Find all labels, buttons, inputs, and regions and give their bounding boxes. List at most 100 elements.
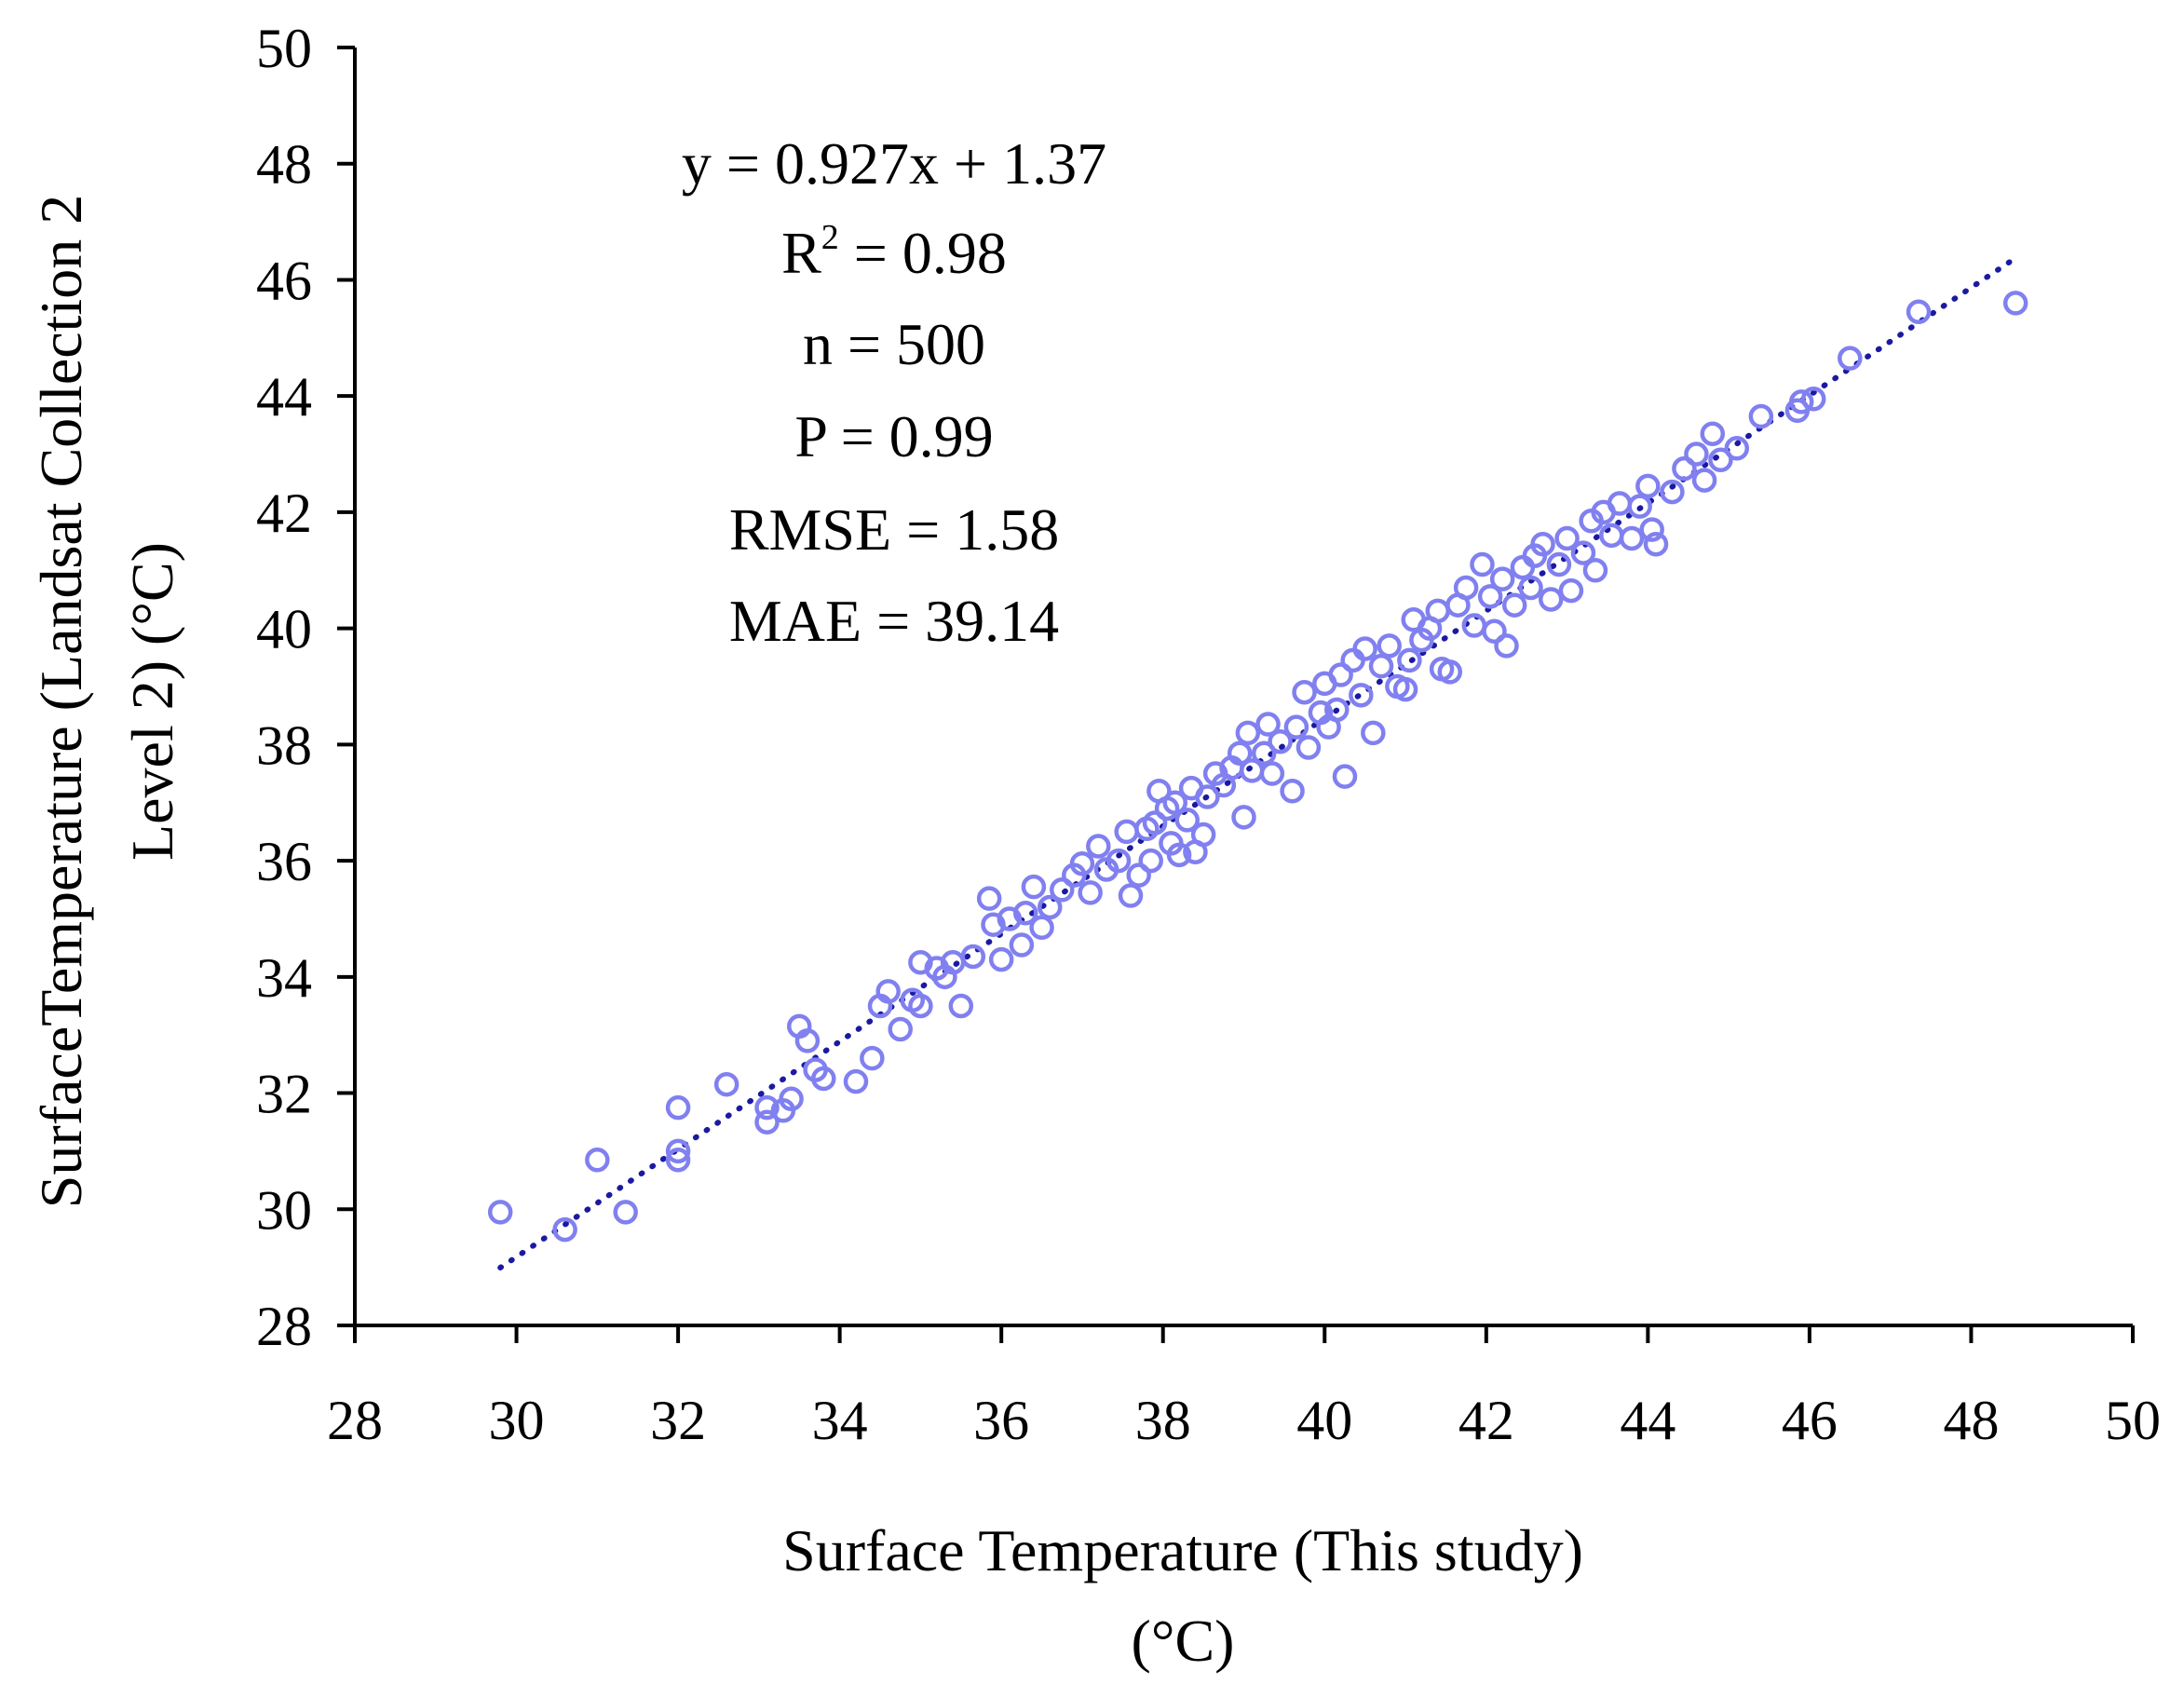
data-point bbox=[960, 944, 986, 970]
data-point bbox=[1255, 712, 1281, 737]
data-point bbox=[1392, 676, 1418, 702]
data-point bbox=[1166, 842, 1192, 868]
data-point bbox=[1660, 479, 1685, 505]
data-point bbox=[1295, 735, 1322, 760]
x-ticks: 28 30 32 34 36 38 40 42 44 46 48 50 bbox=[327, 1325, 2161, 1451]
data-point bbox=[888, 1016, 913, 1042]
y-ticks: 28 30 32 34 36 38 40 42 44 46 48 50 bbox=[256, 18, 355, 1357]
data-point bbox=[1708, 447, 1733, 473]
data-point bbox=[1800, 387, 1826, 412]
data-point bbox=[1558, 577, 1584, 604]
y-tick-label: 38 bbox=[256, 714, 312, 776]
points-layer bbox=[487, 291, 2028, 1243]
y-tick-label: 50 bbox=[256, 18, 312, 79]
x-tick-label: 48 bbox=[1943, 1390, 1999, 1451]
y-tick-label: 34 bbox=[256, 947, 312, 1009]
data-point bbox=[1599, 523, 1624, 549]
data-point bbox=[665, 1138, 691, 1164]
data-point bbox=[908, 993, 933, 1019]
data-point bbox=[552, 1216, 577, 1243]
data-point bbox=[1231, 805, 1256, 830]
data-point bbox=[875, 979, 901, 1004]
data-point bbox=[779, 1086, 804, 1112]
r-squared-text: R2 = 0.98 bbox=[781, 218, 1007, 286]
data-point bbox=[1437, 659, 1463, 685]
data-point bbox=[1050, 877, 1075, 903]
x-tick-label: 34 bbox=[812, 1390, 868, 1451]
x-axis-title: Surface Temperature (This study) (°C) bbox=[782, 1517, 1583, 1674]
data-point bbox=[1251, 740, 1277, 766]
x-tick-label: 36 bbox=[973, 1390, 1029, 1451]
data-point bbox=[1012, 900, 1038, 926]
data-point bbox=[1570, 540, 1596, 565]
data-point bbox=[1546, 551, 1572, 577]
trendline-layer bbox=[497, 257, 2014, 1270]
data-point bbox=[976, 886, 1002, 911]
data-point bbox=[1838, 346, 1863, 371]
r-squared-prefix: R bbox=[781, 220, 821, 286]
y-tick-label: 48 bbox=[256, 134, 312, 196]
mae-text: MAE = 39.14 bbox=[729, 588, 1059, 654]
data-point bbox=[713, 1071, 739, 1097]
x-axis-title-line-2: (°C) bbox=[1132, 1608, 1235, 1674]
y-tick-label: 44 bbox=[256, 366, 312, 428]
data-point bbox=[988, 946, 1014, 972]
data-point bbox=[1619, 525, 1645, 551]
data-point bbox=[1078, 880, 1103, 905]
data-point bbox=[1292, 679, 1317, 705]
data-point bbox=[860, 1045, 885, 1071]
data-point bbox=[811, 1066, 836, 1092]
data-point bbox=[1280, 779, 1305, 804]
x-tick-label: 50 bbox=[2105, 1390, 2161, 1451]
data-point bbox=[843, 1068, 869, 1094]
data-point bbox=[1607, 491, 1633, 516]
data-point bbox=[1700, 421, 1726, 446]
data-point bbox=[1397, 647, 1422, 673]
stats-annotation: y = 0.927x + 1.37 R2 = 0.98 n = 500 P = … bbox=[682, 130, 1106, 654]
data-point bbox=[1349, 683, 1374, 708]
rmse-text: RMSE = 1.58 bbox=[729, 496, 1059, 563]
data-point bbox=[1538, 587, 1564, 612]
data-point bbox=[1368, 653, 1394, 679]
data-point bbox=[665, 1148, 691, 1173]
equation-text: y = 0.927x + 1.37 bbox=[682, 130, 1106, 197]
y-tick-label: 30 bbox=[256, 1179, 312, 1241]
r-squared-value: = 0.98 bbox=[839, 220, 1007, 286]
data-point bbox=[1453, 575, 1479, 601]
data-point bbox=[1377, 633, 1402, 659]
data-point bbox=[1635, 473, 1661, 499]
y-tick-label: 46 bbox=[256, 250, 312, 311]
y-tick-label: 32 bbox=[256, 1064, 312, 1125]
data-point bbox=[613, 1200, 638, 1225]
x-axis-title-line-1: Surface Temperature (This study) bbox=[782, 1517, 1583, 1583]
data-point bbox=[1227, 740, 1253, 766]
y-axis-title: SurfaceTemperature (Landsat Collection 2… bbox=[28, 195, 185, 1208]
trendline bbox=[497, 257, 2014, 1270]
data-point bbox=[1494, 633, 1519, 659]
data-point bbox=[1332, 764, 1358, 789]
y-axis-title-line-1: SurfaceTemperature (Landsat Collection 2 bbox=[28, 195, 94, 1208]
data-point bbox=[1530, 531, 1555, 557]
x-tick-label: 46 bbox=[1782, 1390, 1838, 1451]
plot-axes bbox=[353, 48, 2133, 1327]
data-point bbox=[1235, 720, 1261, 746]
data-point bbox=[1361, 720, 1386, 746]
data-point bbox=[1425, 598, 1451, 624]
data-point bbox=[585, 1148, 610, 1173]
sample-size-text: n = 500 bbox=[803, 311, 985, 377]
data-point bbox=[1259, 761, 1285, 786]
data-point bbox=[2002, 291, 2028, 316]
data-point bbox=[1328, 662, 1353, 687]
data-point bbox=[1138, 848, 1163, 874]
data-point bbox=[665, 1094, 691, 1121]
data-point bbox=[1190, 822, 1216, 848]
x-tick-label: 40 bbox=[1296, 1390, 1352, 1451]
data-point bbox=[1627, 494, 1652, 519]
data-point bbox=[1639, 517, 1664, 542]
data-point bbox=[1268, 728, 1293, 754]
data-point bbox=[1510, 554, 1536, 580]
data-point bbox=[1501, 592, 1527, 618]
y-tick-label: 42 bbox=[256, 482, 312, 544]
data-point bbox=[1106, 848, 1132, 874]
y-tick-label: 40 bbox=[256, 599, 312, 660]
